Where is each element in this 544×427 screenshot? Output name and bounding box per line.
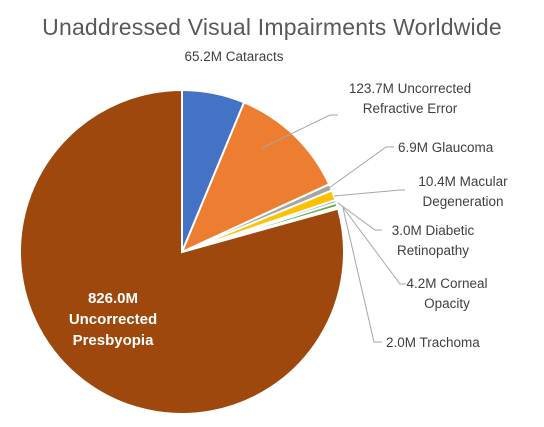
slice-label-line: 3.0M Diabetic (392, 223, 475, 238)
slice-label-2: 6.9M Glaucoma (398, 140, 494, 155)
pie-slice-7 (19, 88, 345, 415)
slice-label-line: Opacity (424, 296, 470, 311)
slice-label-line: Uncorrected (69, 311, 157, 328)
slice-label-6: 2.0M Trachoma (386, 335, 480, 350)
slice-label-line: Presbyopia (73, 332, 155, 349)
slice-label-line: Degeneration (422, 194, 503, 209)
slice-label-7: 826.0M Uncorrected Presbyopia (69, 290, 157, 349)
slice-label-line: 123.7M Uncorrected (349, 81, 471, 96)
slice-label-5: 4.2M Corneal Opacity (406, 276, 487, 311)
slice-label-0: 65.2M Cataracts (184, 49, 283, 64)
pie-slice-1 (180, 101, 331, 254)
chart-title: Unaddressed Visual Impairments Worldwide (42, 14, 502, 40)
leader-line-4 (337, 202, 382, 231)
slice-label-line: 65.2M Cataracts (184, 49, 283, 64)
slice-label-line: Refractive Error (363, 101, 458, 116)
slice-label-line: 6.9M Glaucoma (398, 140, 494, 155)
slice-label-1: 123.7M Uncorrected Refractive Error (349, 81, 471, 116)
slice-label-line: Retinopathy (397, 243, 469, 258)
slice-label-line: 2.0M Trachoma (386, 335, 480, 350)
slice-label-line: 10.4M Macular (418, 174, 508, 189)
leader-line-1 (261, 114, 338, 149)
slice-label-4: 3.0M Diabetic Retinopathy (392, 223, 475, 258)
leader-line-6 (342, 207, 382, 343)
slice-label-line: 826.0M (88, 290, 138, 307)
slice-label-3: 10.4M Macular Degeneration (418, 174, 508, 209)
slice-label-line: 4.2M Corneal (406, 276, 487, 291)
leader-line-5 (341, 205, 406, 285)
leader-line-2 (328, 146, 394, 189)
leader-line-3 (333, 189, 405, 197)
